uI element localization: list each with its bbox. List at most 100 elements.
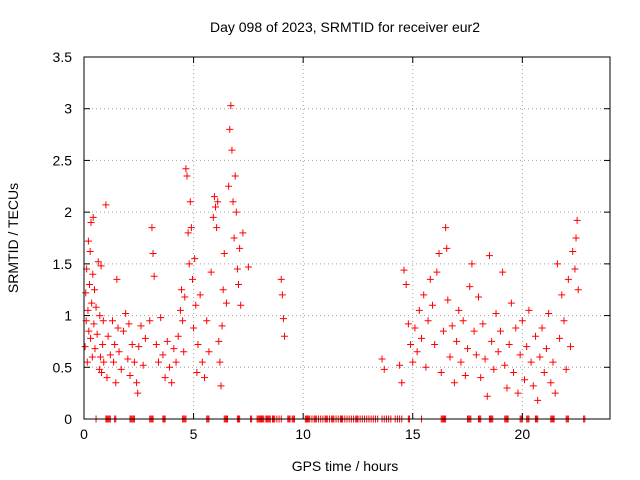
- data-point: [531, 332, 539, 340]
- data-point: [198, 358, 206, 366]
- data-point: [193, 368, 201, 376]
- data-point: [207, 268, 215, 276]
- data-point: [210, 193, 218, 201]
- data-point: [83, 358, 91, 366]
- data-point: [174, 332, 182, 340]
- x-tick-label: 15: [405, 426, 421, 442]
- x-tick-label: 10: [295, 426, 311, 442]
- data-point: [529, 382, 537, 390]
- data-point: [418, 334, 426, 342]
- data-point: [85, 281, 93, 289]
- data-point: [87, 218, 95, 226]
- data-point: [560, 317, 568, 325]
- x-axis-label: GPS time / hours: [292, 458, 399, 474]
- data-point: [433, 268, 441, 276]
- data-point: [201, 374, 209, 382]
- data-point: [112, 379, 120, 387]
- data-point: [134, 389, 142, 397]
- y-tick-label: 0: [64, 411, 72, 427]
- data-point: [435, 250, 443, 258]
- data-point: [233, 265, 241, 273]
- data-point: [237, 301, 245, 309]
- data-point: [468, 260, 476, 268]
- data-point: [188, 275, 196, 283]
- data-point: [150, 272, 158, 280]
- data-point: [91, 345, 99, 353]
- data-point: [172, 358, 180, 366]
- data-point: [82, 289, 90, 297]
- data-point: [126, 372, 134, 380]
- data-point: [183, 172, 191, 180]
- data-point: [466, 283, 474, 291]
- data-point: [194, 341, 202, 349]
- data-point: [549, 358, 557, 366]
- x-tick-label: 0: [80, 426, 88, 442]
- data-point: [176, 306, 184, 314]
- axis-ticks: 0 0.5 1 1.5 2 2.5 3 3.5 0 5 10 15 20: [53, 49, 610, 442]
- data-point: [133, 379, 141, 387]
- data-point: [184, 229, 192, 237]
- data-point: [203, 317, 211, 325]
- data-point: [492, 310, 500, 318]
- data-point: [190, 324, 198, 332]
- data-point: [165, 363, 173, 371]
- data-point: [152, 341, 160, 349]
- data-point: [159, 351, 167, 359]
- data-point: [81, 343, 89, 351]
- data-point: [437, 368, 445, 376]
- data-point: [191, 255, 199, 263]
- data-point: [281, 332, 289, 340]
- y-tick-label: 2: [64, 204, 72, 220]
- data-point: [453, 337, 461, 345]
- data-point: [439, 327, 447, 335]
- data-point: [450, 379, 458, 387]
- data-point: [87, 334, 95, 342]
- y-axis-label: SRMTID / TECUs: [5, 183, 21, 293]
- data-point: [212, 203, 219, 211]
- data-point: [523, 343, 531, 351]
- data-point: [124, 355, 132, 363]
- data-point: [182, 165, 190, 173]
- data-point: [148, 224, 156, 232]
- data-point: [115, 348, 123, 356]
- data-point: [573, 216, 581, 224]
- data-point: [443, 244, 451, 252]
- data-point: [99, 317, 107, 325]
- data-point: [93, 330, 101, 338]
- data-point: [231, 172, 239, 180]
- data-point: [110, 358, 118, 366]
- data-point: [404, 320, 412, 328]
- data-point: [518, 317, 526, 325]
- data-point: [155, 358, 163, 366]
- data-point: [556, 334, 564, 342]
- data-point: [102, 201, 110, 209]
- data-point: [226, 125, 234, 133]
- data-point: [229, 198, 237, 206]
- chart-title: Day 098 of 2023, SRMTID for receiver eur…: [210, 19, 480, 35]
- y-tick-label: 1.5: [53, 256, 73, 272]
- data-point: [475, 293, 482, 301]
- data-point: [477, 374, 485, 382]
- data-point: [119, 327, 127, 335]
- data-point: [219, 286, 227, 294]
- y-tick-label: 0.5: [53, 359, 73, 375]
- data-point: [89, 270, 97, 278]
- data-point: [84, 237, 92, 245]
- data-point: [490, 365, 498, 373]
- data-point: [130, 358, 138, 366]
- data-point: [108, 317, 116, 325]
- data-point: [161, 374, 169, 382]
- data-point: [205, 348, 213, 356]
- data-point: [170, 345, 178, 353]
- data-point: [149, 250, 157, 258]
- data-point: [217, 382, 225, 390]
- data-point: [572, 234, 580, 242]
- data-point: [534, 396, 542, 404]
- data-points: [81, 102, 589, 423]
- data-point: [139, 361, 147, 369]
- data-point: [461, 372, 469, 380]
- data-point: [157, 314, 165, 322]
- x-tick-label: 20: [515, 426, 531, 442]
- data-point: [163, 337, 171, 345]
- data-point: [88, 353, 96, 361]
